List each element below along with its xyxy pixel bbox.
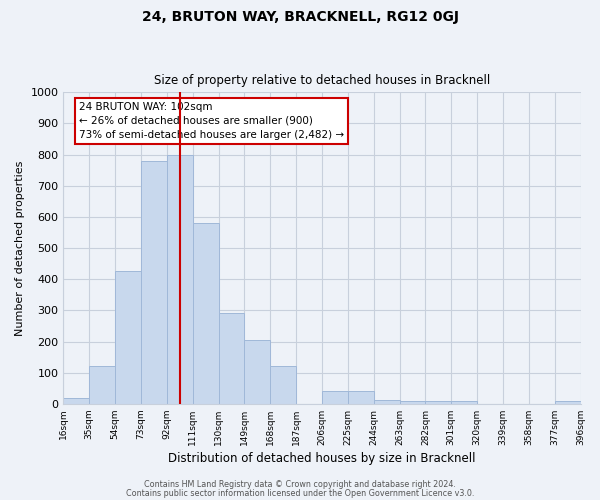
Bar	[141, 161, 167, 404]
Bar	[554, 402, 581, 404]
Bar	[244, 340, 270, 404]
Bar	[89, 366, 115, 404]
Text: Contains public sector information licensed under the Open Government Licence v3: Contains public sector information licen…	[126, 489, 474, 498]
Bar	[167, 154, 193, 404]
Bar	[348, 392, 374, 404]
Y-axis label: Number of detached properties: Number of detached properties	[15, 160, 25, 336]
Bar	[115, 272, 141, 404]
Bar	[64, 398, 89, 404]
Bar	[322, 392, 348, 404]
Bar	[400, 400, 425, 404]
Bar	[193, 223, 218, 404]
Text: Contains HM Land Registry data © Crown copyright and database right 2024.: Contains HM Land Registry data © Crown c…	[144, 480, 456, 489]
Text: 24, BRUTON WAY, BRACKNELL, RG12 0GJ: 24, BRUTON WAY, BRACKNELL, RG12 0GJ	[142, 10, 458, 24]
Bar	[425, 402, 451, 404]
Bar	[374, 400, 400, 404]
Bar	[451, 402, 477, 404]
Bar	[270, 366, 296, 404]
X-axis label: Distribution of detached houses by size in Bracknell: Distribution of detached houses by size …	[168, 452, 476, 465]
Title: Size of property relative to detached houses in Bracknell: Size of property relative to detached ho…	[154, 74, 490, 87]
Text: 24 BRUTON WAY: 102sqm
← 26% of detached houses are smaller (900)
73% of semi-det: 24 BRUTON WAY: 102sqm ← 26% of detached …	[79, 102, 344, 140]
Bar	[218, 314, 244, 404]
